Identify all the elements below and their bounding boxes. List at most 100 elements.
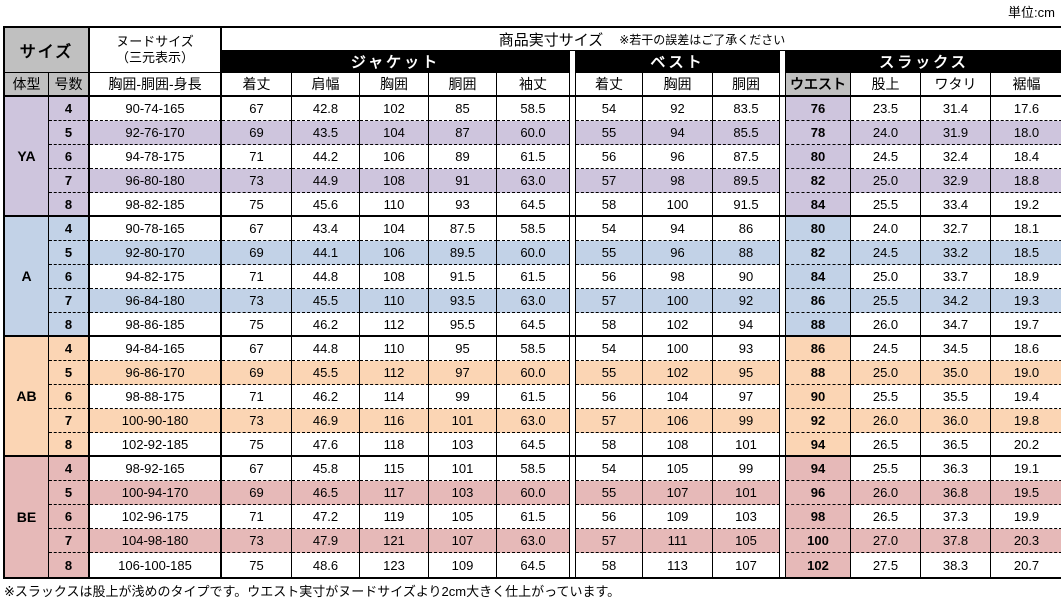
waist-cell: 80 [786, 217, 851, 241]
jacket-cell: 87 [429, 121, 497, 145]
vest-cell: 92 [643, 97, 713, 121]
header-vest-waist: 胴囲 [713, 73, 780, 97]
jacket-cell: 108 [360, 169, 429, 193]
jacket-cell: 112 [360, 313, 429, 337]
slacks-cell: 33.7 [921, 265, 991, 289]
size-number-cell: 5 [49, 481, 90, 505]
jacket-cell: 75 [222, 193, 292, 217]
vest-cell: 100 [643, 289, 713, 313]
size-number-cell: 7 [49, 409, 90, 433]
header-jacket-sleeve: 袖丈 [497, 73, 570, 97]
gap-cell [780, 265, 786, 289]
jacket-cell: 73 [222, 169, 292, 193]
vest-cell: 89.5 [713, 169, 780, 193]
header-product-size: 商品実寸サイズ ※若干の誤差はご了承ください [222, 28, 1061, 51]
slacks-cell: 33.4 [921, 193, 991, 217]
nude-size-cell: 98-92-165 [90, 457, 222, 481]
waist-cell: 94 [786, 433, 851, 457]
jacket-cell: 67 [222, 337, 292, 361]
vest-cell: 88 [713, 241, 780, 265]
waist-cell: 88 [786, 313, 851, 337]
vest-cell: 54 [576, 457, 643, 481]
gap-cell [570, 265, 576, 289]
jacket-cell: 61.5 [497, 385, 570, 409]
jacket-cell: 85 [429, 97, 497, 121]
jacket-cell: 48.6 [292, 553, 360, 577]
jacket-cell: 44.8 [292, 265, 360, 289]
header-body-type: 体型 [5, 73, 49, 97]
nude-size-cell: 102-92-185 [90, 433, 222, 457]
header-size-number: 号数 [49, 73, 90, 97]
slacks-cell: 37.3 [921, 505, 991, 529]
slacks-cell: 25.0 [851, 361, 921, 385]
gap-cell [780, 529, 786, 553]
jacket-cell: 105 [429, 505, 497, 529]
waist-cell: 94 [786, 457, 851, 481]
jacket-cell: 58.5 [497, 97, 570, 121]
jacket-cell: 69 [222, 241, 292, 265]
waist-cell: 90 [786, 385, 851, 409]
header-vest-chest: 胸囲 [643, 73, 713, 97]
jacket-cell: 46.2 [292, 313, 360, 337]
nude-size-cell: 90-74-165 [90, 97, 222, 121]
jacket-cell: 63.0 [497, 529, 570, 553]
vest-cell: 94 [643, 217, 713, 241]
jacket-cell: 106 [360, 241, 429, 265]
size-number-cell: 4 [49, 97, 90, 121]
jacket-cell: 71 [222, 265, 292, 289]
gap-cell [570, 217, 576, 241]
jacket-cell: 101 [429, 457, 497, 481]
jacket-cell: 110 [360, 337, 429, 361]
jacket-cell: 119 [360, 505, 429, 529]
size-number-cell: 7 [49, 289, 90, 313]
slacks-cell: 36.0 [921, 409, 991, 433]
gap-cell [570, 409, 576, 433]
vest-cell: 111 [643, 529, 713, 553]
vest-cell: 95 [713, 361, 780, 385]
jacket-cell: 103 [429, 433, 497, 457]
header-jacket-waist: 胴囲 [429, 73, 497, 97]
vest-cell: 103 [713, 505, 780, 529]
slacks-cell: 18.4 [991, 145, 1061, 169]
nude-size-cell: 98-82-185 [90, 193, 222, 217]
header-vest-length: 着丈 [576, 73, 643, 97]
vest-cell: 92 [713, 289, 780, 313]
size-number-cell: 7 [49, 529, 90, 553]
vest-cell: 99 [713, 409, 780, 433]
slacks-cell: 18.0 [991, 121, 1061, 145]
gap-cell [570, 97, 576, 121]
gap-cell [570, 433, 576, 457]
gap-cell [780, 97, 786, 121]
slacks-cell: 18.5 [991, 241, 1061, 265]
slacks-cell: 27.5 [851, 553, 921, 577]
vest-cell: 108 [643, 433, 713, 457]
jacket-cell: 45.5 [292, 361, 360, 385]
header-group-jacket: ジャケット [222, 51, 570, 73]
vest-cell: 98 [643, 169, 713, 193]
jacket-cell: 101 [429, 409, 497, 433]
jacket-cell: 64.5 [497, 553, 570, 577]
vest-cell: 94 [713, 313, 780, 337]
vest-cell: 90 [713, 265, 780, 289]
vest-cell: 56 [576, 385, 643, 409]
header-jacket-shoulder: 肩幅 [292, 73, 360, 97]
gap-cell [570, 313, 576, 337]
nude-size-cell: 94-84-165 [90, 337, 222, 361]
jacket-cell: 67 [222, 217, 292, 241]
slacks-cell: 20.7 [991, 553, 1061, 577]
slacks-cell: 36.8 [921, 481, 991, 505]
jacket-cell: 44.2 [292, 145, 360, 169]
header-nude-columns: 胸囲-胴囲-身長 [90, 73, 222, 97]
nude-size-cell: 96-84-180 [90, 289, 222, 313]
jacket-cell: 45.6 [292, 193, 360, 217]
body-type-cell: AB [5, 337, 49, 457]
header-product-size-label: 商品実寸サイズ [498, 31, 604, 49]
gap-cell [570, 337, 576, 361]
jacket-cell: 44.8 [292, 337, 360, 361]
waist-cell: 86 [786, 337, 851, 361]
slacks-cell: 19.2 [991, 193, 1061, 217]
nude-size-cell: 106-100-185 [90, 553, 222, 577]
slacks-cell: 23.5 [851, 97, 921, 121]
vest-cell: 83.5 [713, 97, 780, 121]
jacket-cell: 95.5 [429, 313, 497, 337]
